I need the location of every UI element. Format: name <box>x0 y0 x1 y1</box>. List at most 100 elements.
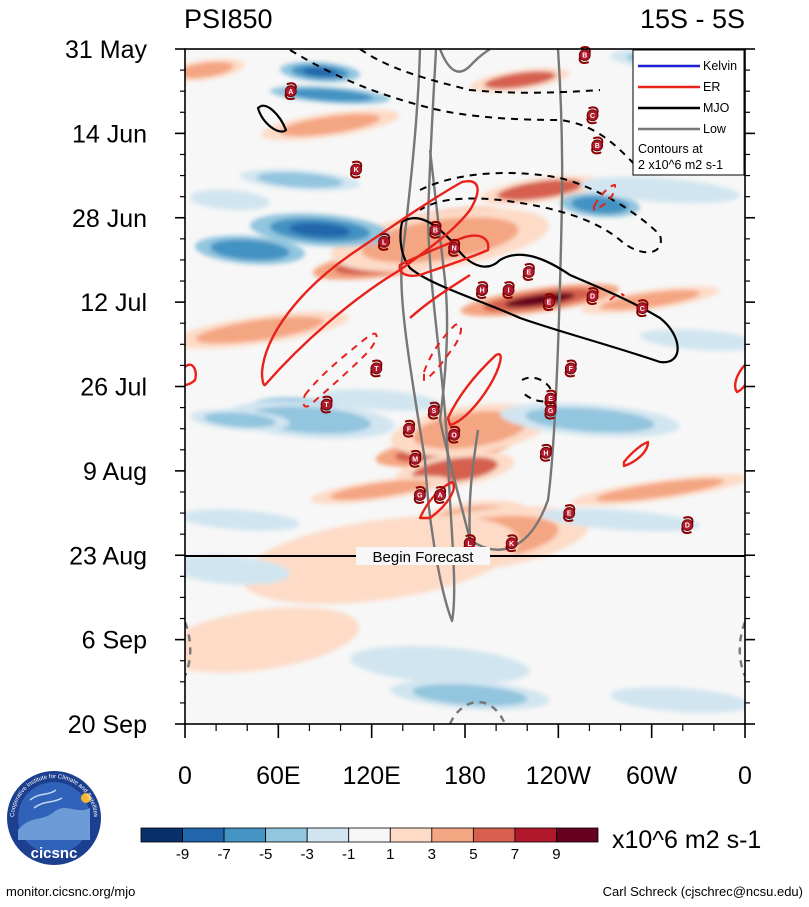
storm-dot <box>564 362 577 375</box>
storm-dot <box>403 422 415 435</box>
footer-author: Carl Schreck (cjschrec@ncsu.edu) <box>602 884 803 899</box>
storm-dot <box>370 362 383 375</box>
anomaly-cell <box>600 289 700 311</box>
storm-label: D <box>590 294 595 301</box>
region-label: 15S - 5S <box>640 4 745 34</box>
anomaly-cell <box>412 411 528 449</box>
storm-label: E <box>567 511 572 518</box>
storm-label: I <box>508 288 510 295</box>
low-contour <box>185 621 192 677</box>
storm-marker: S <box>427 401 441 420</box>
storm-label: C <box>590 113 595 120</box>
y-axis: 31 May 14 Jun 28 Jun 12 Jul 26 Jul 9 Aug 23 Au… <box>65 36 755 739</box>
storm-dot <box>350 163 363 176</box>
anomaly-cell <box>525 407 655 433</box>
storm-marker: B <box>429 220 442 239</box>
anomaly-cell <box>412 684 528 706</box>
colorbar-label: -3 <box>301 846 314 863</box>
storm-dot <box>502 284 515 296</box>
storm-marker: N <box>447 238 461 257</box>
colorbar-label: -7 <box>217 846 230 863</box>
storm-label: A <box>288 89 293 96</box>
colorbar-label: 7 <box>511 846 519 863</box>
mjo-contour <box>359 49 601 94</box>
anomaly-cell <box>186 559 274 581</box>
colorbar-swatch <box>182 827 225 843</box>
storm-label: F <box>569 366 574 373</box>
colorbar-swatch <box>140 827 183 843</box>
storm-label: N <box>452 245 457 252</box>
x-tick-label: 60E <box>256 762 300 790</box>
storm-dot <box>681 519 694 532</box>
storm-dot <box>543 296 555 309</box>
colorbar-swatch <box>306 827 350 843</box>
legend-label: Low <box>703 122 727 136</box>
x-tick-label: 180 <box>444 762 486 790</box>
storm-dot <box>544 392 557 405</box>
storm-label: K <box>354 167 359 174</box>
anomaly-cell <box>602 180 718 200</box>
storm-dot <box>448 428 461 441</box>
anomaly-cell <box>629 690 731 710</box>
storm-marker: E <box>542 293 556 312</box>
x-axis: 0 60E 120E 180 120W 60W 0 <box>178 724 752 790</box>
logo-text: cicsnc <box>31 845 78 862</box>
er-contour <box>260 180 479 387</box>
y-tick-label: 28 Jun <box>72 205 147 233</box>
anomaly-cell <box>582 199 618 211</box>
er-contour <box>418 480 455 520</box>
er-contour <box>593 184 617 211</box>
contour-layer <box>185 49 745 724</box>
forecast-label: Begin Forecast <box>373 549 475 566</box>
storm-dot <box>434 489 447 501</box>
storm-label: M <box>412 456 418 463</box>
footer-url[interactable]: monitor.cicsnc.org/mjo <box>6 884 136 899</box>
er-contour <box>609 292 625 301</box>
storm-dot <box>427 404 440 417</box>
colorbar-swatch <box>265 827 308 843</box>
x-tick-label: 0 <box>738 762 752 790</box>
legend-label: ER <box>703 80 720 94</box>
y-tick-label: 20 Sep <box>68 711 147 739</box>
anomaly-field <box>185 49 745 713</box>
storm-label: H <box>543 450 548 457</box>
storm-marker: E <box>522 263 535 281</box>
colorbar-swatch <box>348 827 391 843</box>
storm-label: A <box>438 493 443 500</box>
mjo-contour <box>399 217 679 364</box>
storm-marker: B <box>591 136 604 155</box>
storm-marker: M <box>409 449 422 468</box>
storm-label: E <box>547 300 552 307</box>
legend-label: Kelvin <box>703 59 737 73</box>
storm-dot <box>586 109 599 122</box>
storm-label: C <box>640 306 645 313</box>
storm-label: L <box>382 239 387 246</box>
storm-marker: E <box>563 504 576 522</box>
anomaly-cell <box>210 239 290 261</box>
legend-box <box>632 49 745 176</box>
colorbar-swatch <box>223 827 267 843</box>
y-tick-label: 31 May <box>65 36 147 64</box>
low-contour <box>738 621 745 677</box>
colorbar-label: 5 <box>469 846 477 863</box>
colorbar-swatch <box>389 827 433 843</box>
storm-marker: K <box>505 534 518 553</box>
storm-marker: E <box>544 389 557 408</box>
colorbar: -9 -7 -5 -3 -1 1 3 5 7 9 <box>140 827 599 863</box>
storm-dot <box>636 302 649 315</box>
storm-label: G <box>548 408 554 415</box>
mjo-contour <box>256 104 288 133</box>
storm-label: T <box>374 366 379 373</box>
colorbar-swatch <box>556 827 599 843</box>
colorbar-label: 1 <box>386 846 394 863</box>
storm-marker: T <box>320 395 333 414</box>
storm-label: K <box>509 541 514 548</box>
storm-marker: H <box>539 443 553 462</box>
storm-label: S <box>432 408 437 415</box>
anomaly-cell <box>302 67 338 77</box>
storm-marker: A <box>284 82 297 101</box>
storm-marker: F <box>402 419 416 438</box>
storm-marker: H <box>475 281 489 299</box>
y-tick-label: 26 Jul <box>80 374 147 402</box>
